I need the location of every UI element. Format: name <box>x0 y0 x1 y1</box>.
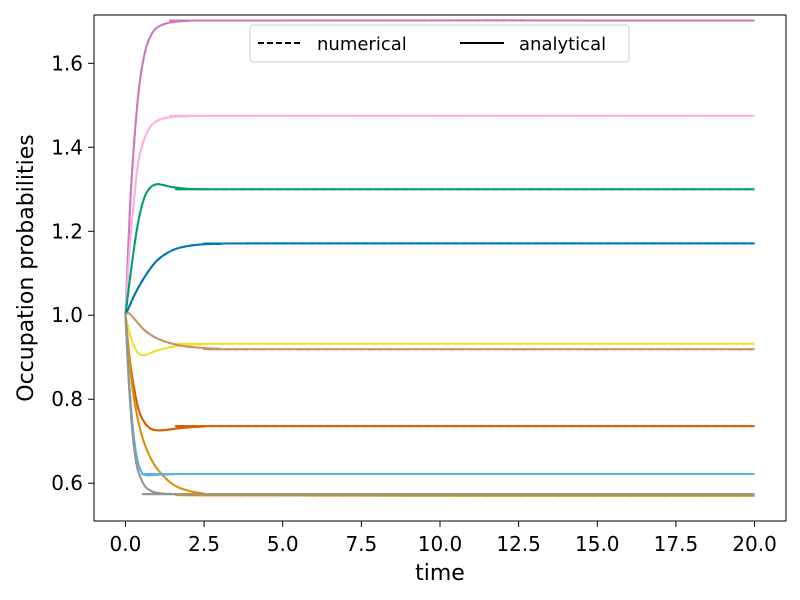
legend-numerical-label: numerical <box>317 34 407 55</box>
series-9-analytical-line <box>125 315 754 494</box>
series-0-analytical-line <box>125 20 754 315</box>
y-tick-label: 1.4 <box>51 135 83 159</box>
x-tick-label: 20.0 <box>732 532 777 556</box>
plot-frame <box>94 15 786 521</box>
y-tick-label: 0.6 <box>51 471 83 495</box>
series-3-numerical-line <box>125 243 754 315</box>
y-tick-label: 0.8 <box>51 387 83 411</box>
series-6-analytical-line <box>125 315 754 430</box>
series-layer <box>125 20 754 495</box>
x-tick-label: 12.5 <box>496 532 541 556</box>
legend: numerical analytical <box>250 25 629 62</box>
series-2-numerical-line <box>125 184 754 315</box>
series-9-numerical-line <box>125 315 754 494</box>
y-tick-label: 1.2 <box>51 219 83 243</box>
series-3-analytical-line <box>125 243 754 315</box>
series-2-analytical-line <box>125 184 754 315</box>
legend-analytical-label: analytical <box>519 34 606 55</box>
x-axis-ticks: 0.0 2.5 5.0 7.5 10.0 12.5 15.0 17.5 20.0 <box>110 521 777 556</box>
series-1-analytical-line <box>125 116 754 315</box>
y-axis-label: Occupation probabilities <box>14 134 39 402</box>
x-tick-label: 10.0 <box>418 532 463 556</box>
x-tick-label: 15.0 <box>575 532 620 556</box>
series-0-numerical-line <box>125 20 754 315</box>
y-tick-label: 1.6 <box>51 51 83 75</box>
series-7-analytical-line <box>125 315 754 496</box>
x-axis-label: time <box>415 561 465 586</box>
series-8-analytical-line <box>125 315 754 475</box>
x-tick-label: 5.0 <box>267 532 299 556</box>
x-tick-label: 17.5 <box>654 532 699 556</box>
y-tick-label: 1.0 <box>51 303 83 327</box>
series-6-numerical-line <box>125 315 754 430</box>
x-tick-label: 2.5 <box>188 532 220 556</box>
y-axis-ticks: 0.6 0.8 1.0 1.2 1.4 1.6 <box>51 51 94 495</box>
x-tick-label: 0.0 <box>110 532 142 556</box>
series-7-numerical-line <box>125 315 754 496</box>
series-1-numerical-line <box>125 116 754 315</box>
series-8-numerical-line <box>125 315 754 475</box>
x-tick-label: 7.5 <box>345 532 377 556</box>
